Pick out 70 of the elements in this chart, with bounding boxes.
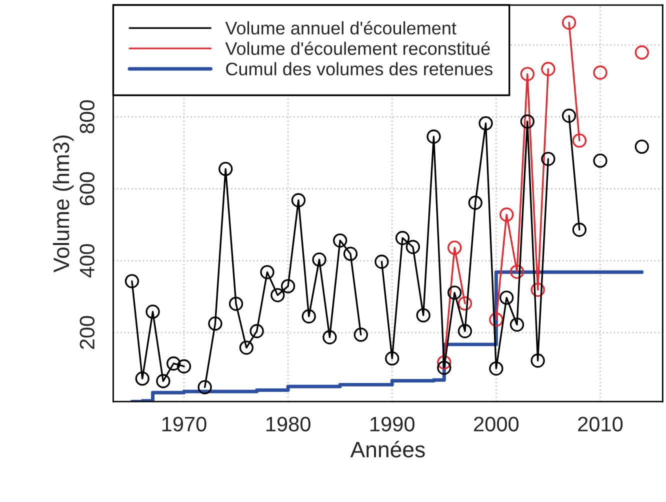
y-tick-label: 800 xyxy=(80,100,95,134)
x-tick-label: 1980 xyxy=(266,416,310,432)
point xyxy=(499,208,514,222)
point xyxy=(489,361,504,376)
point xyxy=(176,359,192,374)
point xyxy=(198,380,212,394)
point xyxy=(280,279,296,294)
point xyxy=(510,318,524,332)
point xyxy=(562,108,576,123)
point xyxy=(572,133,587,148)
point xyxy=(447,286,462,300)
point xyxy=(593,154,608,168)
point xyxy=(166,356,181,371)
point xyxy=(541,152,556,166)
point xyxy=(541,62,556,76)
point xyxy=(530,354,545,368)
point xyxy=(634,140,649,154)
legend-label: Volume d'écoulement reconstitué xyxy=(225,42,490,55)
point xyxy=(260,265,274,280)
point xyxy=(499,290,514,305)
x-tick-label: 2000 xyxy=(474,416,519,432)
point xyxy=(406,240,420,254)
y-axis-title: Volume (hm3) xyxy=(52,136,74,272)
x-tick-label: 1970 xyxy=(162,416,206,432)
point xyxy=(530,282,545,297)
point xyxy=(250,324,264,338)
point xyxy=(520,114,534,129)
x-tick-label: 1990 xyxy=(370,416,414,432)
point xyxy=(458,324,472,338)
point xyxy=(458,296,472,311)
point xyxy=(343,246,358,261)
point xyxy=(291,193,306,208)
point xyxy=(218,162,233,176)
point xyxy=(124,274,140,288)
point xyxy=(135,372,150,386)
point xyxy=(395,230,410,246)
point xyxy=(489,312,504,327)
point xyxy=(520,66,534,82)
point xyxy=(468,196,482,210)
point xyxy=(593,66,608,80)
y-tick-label: 600 xyxy=(80,172,95,206)
point xyxy=(322,330,337,344)
point xyxy=(302,309,316,324)
point xyxy=(146,304,160,319)
point xyxy=(478,116,493,130)
x-axis-title: Années xyxy=(350,440,425,458)
point xyxy=(239,340,254,355)
point xyxy=(374,254,389,269)
point xyxy=(270,288,285,302)
y-tick-label: 200 xyxy=(80,316,95,349)
legend-label: Cumul des volumes des retenues xyxy=(226,62,492,76)
point xyxy=(562,16,576,30)
point xyxy=(385,351,400,366)
point xyxy=(312,252,326,267)
point xyxy=(332,233,348,248)
point xyxy=(510,264,524,279)
x-tick-label: 2010 xyxy=(578,416,623,432)
point xyxy=(208,316,222,331)
point xyxy=(426,130,441,144)
point xyxy=(156,374,170,388)
point xyxy=(634,45,649,60)
point xyxy=(416,308,430,322)
point xyxy=(354,328,368,342)
point xyxy=(437,360,452,375)
point xyxy=(447,240,462,255)
point xyxy=(228,296,244,311)
point xyxy=(572,222,587,237)
y-tick-label: 400 xyxy=(80,244,95,278)
legend-label: Volume annuel d'écoulement xyxy=(225,21,456,35)
point xyxy=(437,355,452,370)
